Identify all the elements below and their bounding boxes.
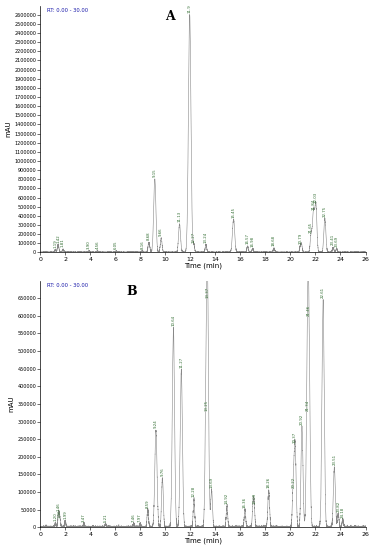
Text: 12.27: 12.27 xyxy=(192,232,196,243)
Text: 16.36: 16.36 xyxy=(243,497,247,508)
Text: 15.45: 15.45 xyxy=(232,206,236,217)
X-axis label: Time (min): Time (min) xyxy=(184,263,222,270)
Text: 11.94: 11.94 xyxy=(188,2,192,13)
Text: 23.41: 23.41 xyxy=(331,234,335,245)
Text: 13.37: 13.37 xyxy=(206,287,210,298)
Text: 1.99: 1.99 xyxy=(63,510,67,519)
Text: 3.90: 3.90 xyxy=(87,240,91,249)
Text: 22.61: 22.61 xyxy=(321,287,325,298)
Text: 20.79: 20.79 xyxy=(298,233,302,244)
Text: 12.28: 12.28 xyxy=(192,486,196,497)
Text: 20.92: 20.92 xyxy=(300,414,304,425)
Text: 1.81: 1.81 xyxy=(61,239,65,248)
Text: 1.46: 1.46 xyxy=(57,502,61,510)
Text: 13.24: 13.24 xyxy=(204,232,208,243)
Text: B: B xyxy=(126,285,137,299)
Text: 4.56: 4.56 xyxy=(95,240,99,249)
Y-axis label: mAU: mAU xyxy=(9,395,15,412)
Text: 3.47: 3.47 xyxy=(82,513,86,522)
Text: 9.76: 9.76 xyxy=(160,468,164,476)
Text: 7.46: 7.46 xyxy=(132,513,136,522)
Text: 21.65: 21.65 xyxy=(309,222,313,233)
Text: 9.15: 9.15 xyxy=(153,169,157,177)
Text: 1.19: 1.19 xyxy=(53,239,57,248)
Text: 16.98: 16.98 xyxy=(251,235,255,247)
Text: 1.20: 1.20 xyxy=(53,513,57,521)
Text: 8.16: 8.16 xyxy=(140,240,144,249)
Text: 8.68: 8.68 xyxy=(147,232,151,240)
Text: 1.56: 1.56 xyxy=(58,509,62,518)
Text: 21.46: 21.46 xyxy=(307,305,311,316)
Text: 11.13: 11.13 xyxy=(177,211,182,222)
Text: 9.66: 9.66 xyxy=(159,228,163,236)
Text: 11.27: 11.27 xyxy=(179,358,183,368)
Text: 18.68: 18.68 xyxy=(272,235,276,246)
Text: 18.26: 18.26 xyxy=(267,477,271,488)
Text: 10.64: 10.64 xyxy=(171,315,176,326)
Y-axis label: mAU: mAU xyxy=(6,120,12,138)
Text: RT: 0.00 - 30.00: RT: 0.00 - 30.00 xyxy=(47,283,88,288)
Text: 20.22: 20.22 xyxy=(291,477,295,488)
Text: 21.84: 21.84 xyxy=(312,199,315,210)
Text: 1.42: 1.42 xyxy=(56,234,60,243)
Text: A: A xyxy=(165,10,175,24)
Text: 5.21: 5.21 xyxy=(104,513,108,522)
X-axis label: Time (min): Time (min) xyxy=(184,538,222,544)
Text: 21.34: 21.34 xyxy=(305,399,309,411)
Text: 6.05: 6.05 xyxy=(114,240,118,249)
Text: 17.09: 17.09 xyxy=(252,493,256,504)
Text: RT: 0.00 - 30.00: RT: 0.00 - 30.00 xyxy=(47,8,88,13)
Text: 24.18: 24.18 xyxy=(341,507,345,518)
Text: 22.75: 22.75 xyxy=(323,206,327,217)
Text: 14.92: 14.92 xyxy=(225,493,229,504)
Text: 20.37: 20.37 xyxy=(293,431,297,443)
Text: 8.59: 8.59 xyxy=(146,499,150,508)
Text: 7.97: 7.97 xyxy=(138,513,142,522)
Text: 13.69: 13.69 xyxy=(210,477,214,488)
Text: 23.69: 23.69 xyxy=(334,235,339,247)
Text: 22.03: 22.03 xyxy=(314,191,318,203)
Text: 23.82: 23.82 xyxy=(336,500,340,512)
Text: 23.51: 23.51 xyxy=(332,454,336,465)
Text: 13.25: 13.25 xyxy=(204,400,208,411)
Text: 9.24: 9.24 xyxy=(154,420,158,428)
Text: 16.57: 16.57 xyxy=(246,233,250,244)
